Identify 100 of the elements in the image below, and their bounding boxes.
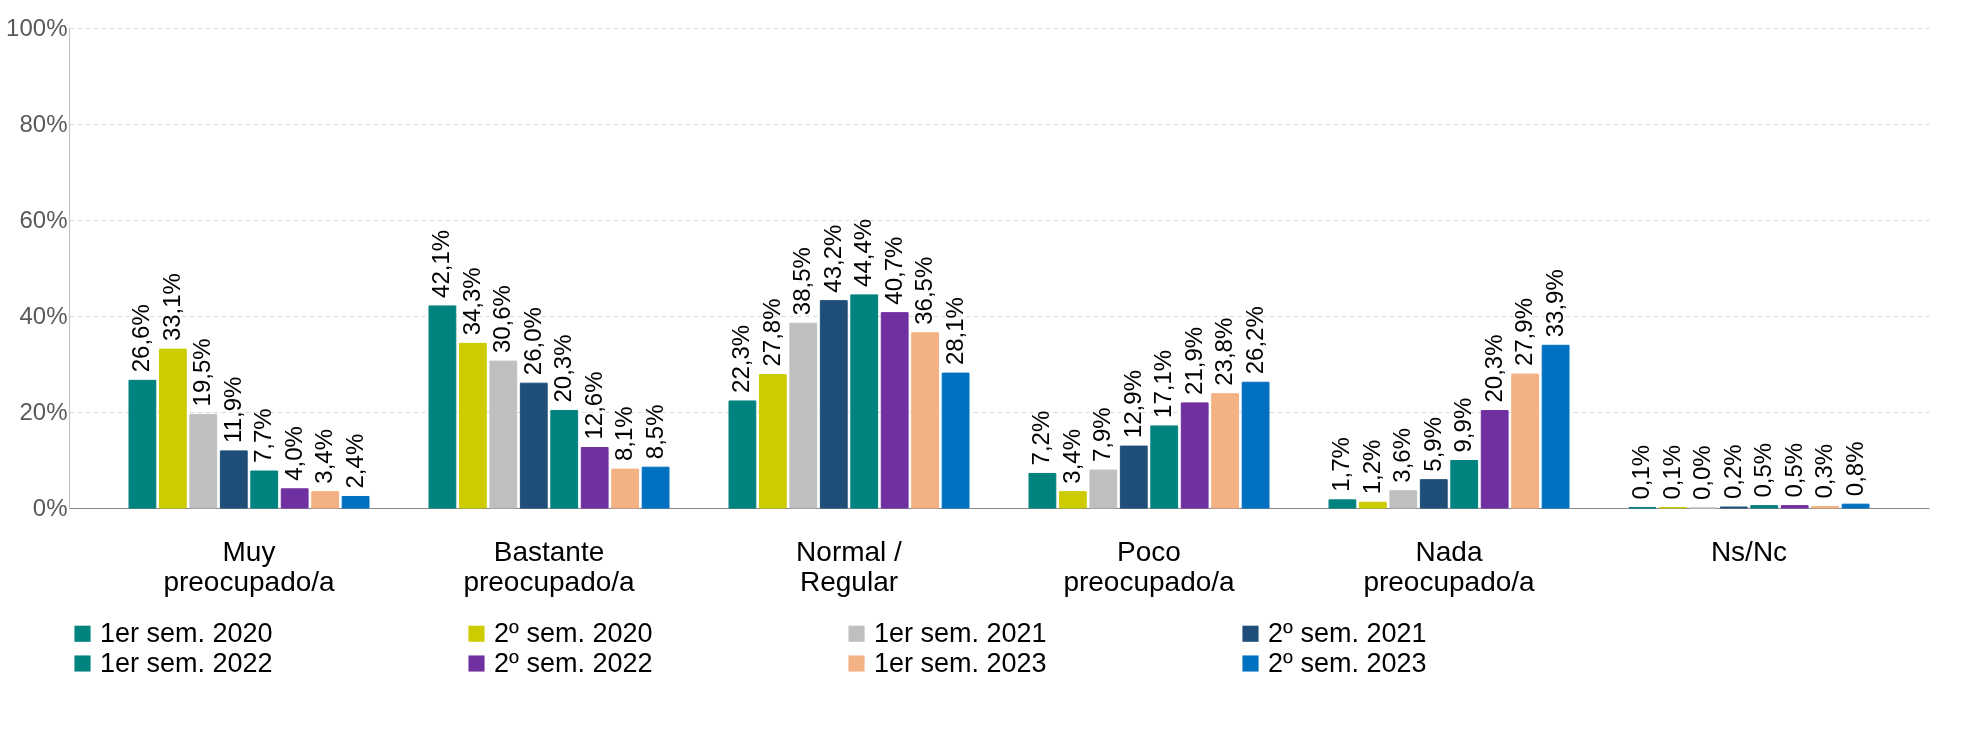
data-label: 42,1% xyxy=(427,229,455,298)
bar xyxy=(819,300,848,509)
data-label: 27,9% xyxy=(1510,298,1538,367)
data-label: 23,8% xyxy=(1210,317,1238,386)
bar xyxy=(550,410,579,509)
bar xyxy=(580,447,609,509)
bar xyxy=(1150,425,1179,509)
data-label: 43,2% xyxy=(818,224,846,293)
data-label: 40,7% xyxy=(879,236,907,305)
y-tick-label: 20% xyxy=(19,397,68,425)
legend-label: 2º sem. 2023 xyxy=(1268,647,1427,678)
bar xyxy=(1211,393,1240,509)
data-label: 34,3% xyxy=(457,267,485,336)
data-label: 0,1% xyxy=(1657,444,1685,500)
bar xyxy=(158,348,187,509)
x-tick-label: Poco preocupado/a xyxy=(1063,535,1236,597)
data-label: 19,5% xyxy=(188,338,216,407)
y-tick-label: 80% xyxy=(19,109,68,137)
x-tick-label: Nada preocupado/a xyxy=(1363,535,1536,597)
bar xyxy=(458,342,487,509)
legend-label: 1er sem. 2020 xyxy=(100,617,273,648)
data-label: 0,5% xyxy=(1749,442,1777,498)
bar xyxy=(1419,479,1448,509)
bar xyxy=(428,305,457,509)
x-tick-label: Muy preocupado/a xyxy=(163,535,336,597)
bar xyxy=(250,470,279,509)
bar xyxy=(1241,381,1270,509)
data-label: 5,9% xyxy=(1418,416,1446,472)
bar xyxy=(758,374,787,509)
data-label: 21,9% xyxy=(1179,326,1207,395)
bar xyxy=(1328,499,1357,509)
legend-label: 1er sem. 2023 xyxy=(874,647,1047,678)
data-label: 7,7% xyxy=(249,408,277,464)
data-label: 8,1% xyxy=(610,406,638,462)
data-label: 3,4% xyxy=(1057,428,1085,484)
data-label: 26,6% xyxy=(127,304,155,373)
data-label: 1,2% xyxy=(1357,439,1385,495)
data-label: 20,3% xyxy=(549,334,577,403)
bar xyxy=(1180,402,1209,509)
data-label: 33,1% xyxy=(157,273,185,342)
legend-label: 2º sem. 2021 xyxy=(1268,617,1427,648)
bar xyxy=(911,332,940,509)
bar xyxy=(1058,491,1087,509)
bar xyxy=(1389,490,1418,509)
data-label: 0,3% xyxy=(1810,443,1838,499)
bar xyxy=(1541,344,1570,509)
data-label: 12,6% xyxy=(579,371,607,440)
bar xyxy=(1780,505,1809,509)
x-tick-label: Ns/Nc xyxy=(1710,535,1788,567)
x-tick-label: Bastante preocupado/a xyxy=(463,535,636,597)
bar xyxy=(219,450,248,509)
data-label: 12,9% xyxy=(1118,370,1146,439)
data-label: 27,8% xyxy=(757,298,785,367)
data-label: 0,1% xyxy=(1627,444,1655,500)
bar xyxy=(489,360,518,509)
data-label: 2,4% xyxy=(340,433,368,489)
bar xyxy=(280,488,309,509)
y-tick-label: 60% xyxy=(19,205,68,233)
bar xyxy=(1750,505,1779,509)
data-label: 0,5% xyxy=(1779,442,1807,498)
bar xyxy=(1841,503,1870,509)
data-label: 8,5% xyxy=(640,404,668,460)
bar xyxy=(1028,472,1057,509)
bar xyxy=(1450,459,1479,509)
data-label: 36,5% xyxy=(910,256,938,325)
bar xyxy=(341,495,370,509)
data-label: 0,8% xyxy=(1840,441,1868,497)
data-label: 20,3% xyxy=(1479,334,1507,403)
bar xyxy=(311,491,340,509)
data-label: 17,1% xyxy=(1149,349,1177,418)
data-label: 22,3% xyxy=(727,324,755,393)
bar xyxy=(519,382,548,509)
data-label: 33,9% xyxy=(1540,269,1568,338)
data-label: 44,4% xyxy=(849,218,877,287)
data-label: 4,0% xyxy=(279,426,307,481)
bar xyxy=(611,468,640,509)
legend-label: 1er sem. 2021 xyxy=(874,617,1047,648)
bar xyxy=(1511,373,1540,509)
legend-label: 1er sem. 2022 xyxy=(100,647,273,678)
data-label: 0,2% xyxy=(1718,444,1746,500)
bar xyxy=(189,413,218,509)
bar xyxy=(850,294,879,509)
bar xyxy=(1358,501,1387,509)
data-label: 7,2% xyxy=(1027,410,1055,466)
data-label: 1,7% xyxy=(1327,437,1355,492)
data-label: 9,9% xyxy=(1449,397,1477,453)
x-tick-label: Normal / Regular xyxy=(796,535,903,597)
bar xyxy=(941,372,970,509)
y-tick-label: 100% xyxy=(6,13,68,41)
data-label: 3,4% xyxy=(310,428,338,484)
bar xyxy=(789,322,818,509)
data-label: 7,9% xyxy=(1088,407,1116,463)
bar xyxy=(880,312,909,509)
bar xyxy=(1119,445,1148,509)
legend-label: 2º sem. 2022 xyxy=(494,647,653,678)
data-label: 38,5% xyxy=(788,247,816,316)
data-label: 30,6% xyxy=(488,285,516,354)
data-label: 28,1% xyxy=(940,297,968,366)
legend-label: 2º sem. 2020 xyxy=(494,617,653,648)
data-label: 26,0% xyxy=(518,307,546,376)
